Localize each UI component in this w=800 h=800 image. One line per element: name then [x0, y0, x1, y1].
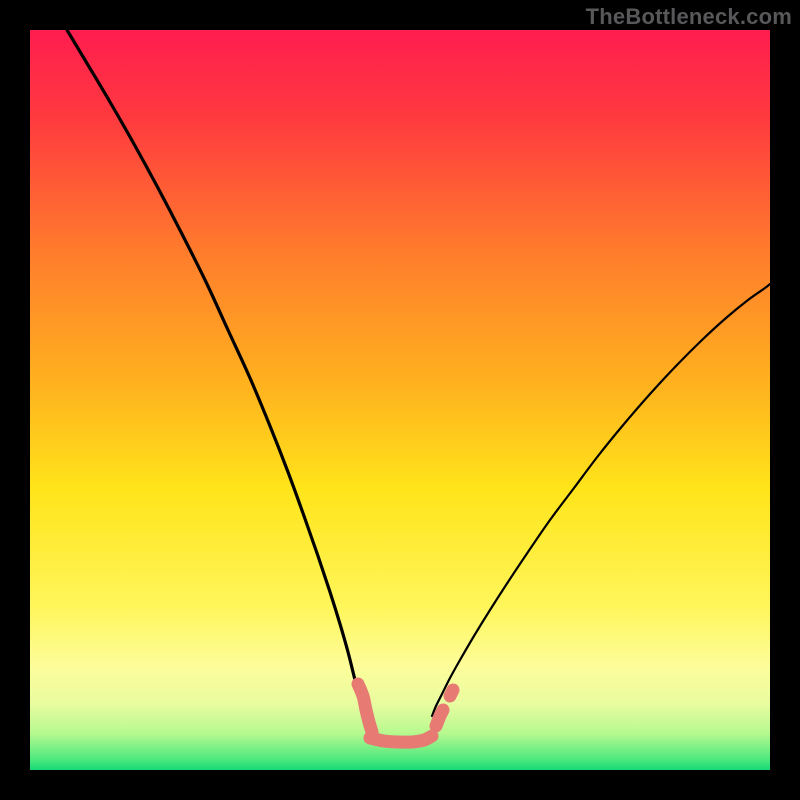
frame-left [0, 0, 30, 800]
plot-gradient-rect [30, 30, 770, 770]
plot-gradient-svg [30, 30, 770, 770]
frame-right [770, 0, 800, 800]
frame-bottom [0, 770, 800, 800]
watermark-text: TheBottleneck.com [586, 4, 792, 30]
plot-area [30, 30, 770, 770]
